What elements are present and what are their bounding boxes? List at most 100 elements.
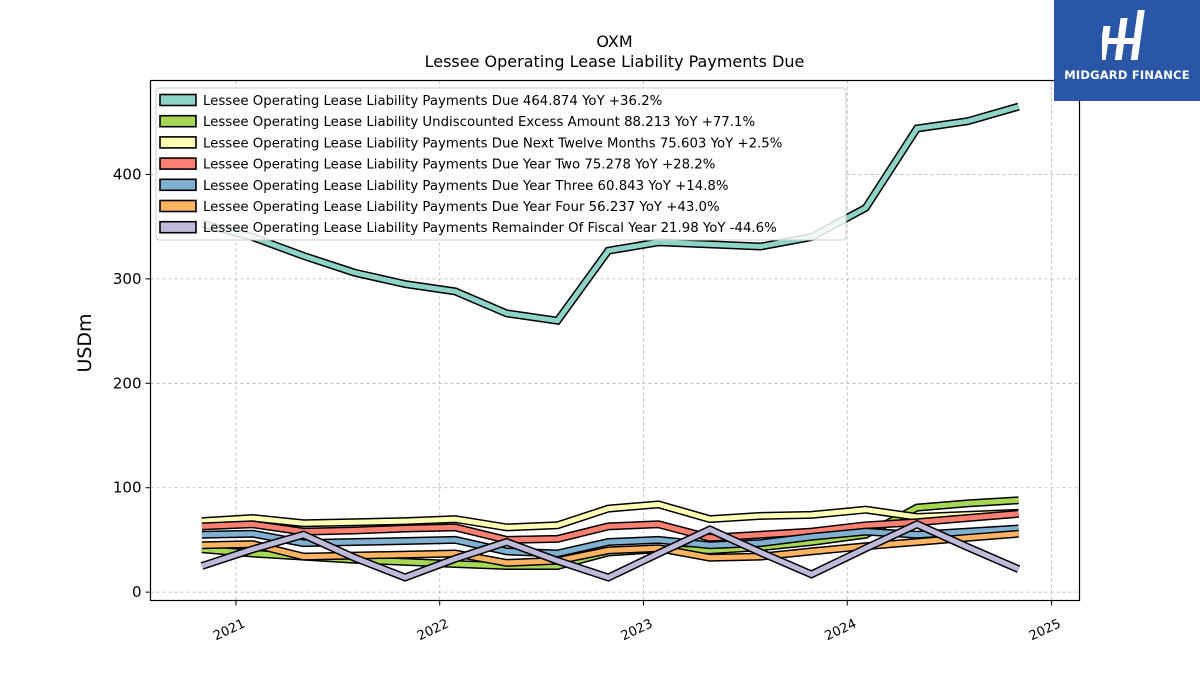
data-point <box>810 573 813 575</box>
data-point <box>353 529 355 532</box>
data-point <box>865 524 867 526</box>
legend-entry: Lessee Operating Lease Liability Payment… <box>203 200 720 215</box>
data-point <box>657 241 660 243</box>
data-point <box>865 530 867 533</box>
data-point <box>556 538 559 540</box>
data-point <box>506 312 508 314</box>
data-point <box>916 127 918 130</box>
data-point <box>607 250 609 252</box>
data-point <box>607 525 609 527</box>
data-point <box>506 526 508 529</box>
data-point <box>709 243 711 246</box>
x-tick-label: 2021 <box>211 617 247 645</box>
legend-entry: Lessee Operating Lease Liability Payment… <box>203 179 729 194</box>
data-point <box>201 544 203 546</box>
data-point <box>607 541 609 543</box>
legend-swatch <box>159 199 197 213</box>
data-point <box>302 556 305 558</box>
data-point <box>916 516 918 518</box>
logo-mark-icon <box>1102 10 1145 60</box>
data-point <box>916 506 918 509</box>
data-point <box>404 540 406 542</box>
y-tick-label: 100 <box>113 479 142 497</box>
data-point <box>454 539 456 541</box>
data-point <box>607 576 609 579</box>
data-point <box>201 525 203 527</box>
legend-swatch <box>159 93 197 107</box>
data-point <box>810 536 813 538</box>
y-tick-label: 0 <box>132 583 142 601</box>
data-point <box>709 528 711 531</box>
data-point <box>404 553 406 556</box>
legend: Lessee Operating Lease Liability Payment… <box>155 87 847 241</box>
data-point <box>404 576 406 579</box>
data-point <box>353 521 355 523</box>
data-point <box>967 502 969 504</box>
data-point <box>454 518 456 520</box>
data-point <box>506 541 508 543</box>
data-point <box>760 542 762 544</box>
data-point <box>865 547 867 549</box>
data-point <box>201 565 203 567</box>
data-point <box>252 523 254 525</box>
data-point <box>657 503 660 506</box>
legend-box <box>155 87 847 241</box>
series-line <box>201 524 1020 558</box>
data-point <box>1018 533 1020 535</box>
data-point <box>1018 106 1020 108</box>
data-point <box>760 515 762 517</box>
data-point <box>1018 513 1020 515</box>
chart-subtitle: Lessee Operating Lease Liability Payment… <box>425 52 805 71</box>
data-point <box>657 523 660 525</box>
data-point <box>709 537 711 539</box>
midgard-finance-logo: MIDGARD FINANCE <box>1054 0 1200 101</box>
y-tick-label: 400 <box>113 165 142 183</box>
data-point <box>967 537 969 539</box>
data-point <box>454 563 456 565</box>
chart-title: OXM <box>596 32 632 51</box>
data-point <box>404 561 406 563</box>
legend-swatch <box>159 114 197 128</box>
data-point <box>760 551 762 554</box>
legend-entry: Lessee Operating Lease Liability Payment… <box>203 158 715 173</box>
legend-entry: Lessee Operating Lease Liability Undisco… <box>203 115 755 130</box>
data-point <box>967 120 969 122</box>
data-point <box>506 550 508 553</box>
legend-entry: Lessee Operating Lease Liability Payment… <box>203 94 662 109</box>
y-tick-label: 200 <box>113 374 142 392</box>
data-point <box>454 290 456 293</box>
data-point <box>302 534 305 536</box>
data-point <box>353 557 355 559</box>
data-point <box>353 541 355 543</box>
data-point <box>657 539 660 541</box>
legend-swatch <box>159 178 197 192</box>
logo-text: MIDGARD FINANCE <box>1064 68 1190 82</box>
data-point <box>760 534 762 536</box>
series-line <box>200 519 1021 582</box>
data-point <box>252 533 254 535</box>
data-point <box>506 562 508 564</box>
data-point <box>916 541 918 543</box>
data-point <box>709 518 711 520</box>
legend-entry: Lessee Operating Lease Liability Payment… <box>203 221 777 236</box>
data-point <box>709 544 711 546</box>
data-point <box>760 245 762 248</box>
data-point <box>607 549 609 551</box>
data-point <box>916 523 918 525</box>
data-point <box>657 547 660 549</box>
data-point <box>607 508 609 510</box>
data-point <box>810 541 813 543</box>
data-point <box>709 549 711 551</box>
data-point <box>810 550 813 553</box>
data-point <box>1018 527 1020 530</box>
legend-swatch <box>159 220 197 234</box>
legend-swatch <box>159 136 197 149</box>
data-point <box>967 530 969 533</box>
data-point <box>556 560 559 562</box>
x-tick-label: 2025 <box>1027 617 1063 645</box>
data-point <box>1018 499 1020 501</box>
data-point <box>201 534 203 536</box>
data-point <box>302 255 305 257</box>
data-point <box>404 527 406 530</box>
